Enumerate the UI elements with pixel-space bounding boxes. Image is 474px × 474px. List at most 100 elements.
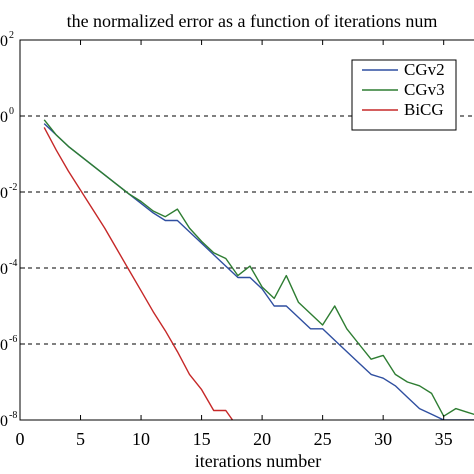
data-point-cgv3 [44,119,45,120]
data-point-cgv3 [140,201,141,202]
data-point-bicg [128,269,129,270]
x-tick-label: 25 [314,429,332,449]
data-point-cgv3 [189,228,190,229]
data-point-cgv3 [346,328,347,329]
y-tick-label-group: 100 [0,106,14,126]
data-point-bicg [92,209,93,210]
data-point-cgv3 [92,165,93,166]
data-point-bicg [56,150,57,151]
data-point-cgv3 [225,258,226,259]
data-point-cgv2 [383,378,384,379]
y-tick-label: -6 [9,334,17,345]
data-point-bicg [68,171,69,172]
y-tick-label: -2 [9,182,17,193]
data-point-bicg [177,351,178,352]
series-line-cgv2 [43,123,474,420]
series-line-bicg [43,127,234,420]
data-point-cgv3 [467,412,468,413]
data-point-bicg [225,410,226,411]
data-point-cgv2 [286,305,287,306]
data-point-cgv3 [128,193,129,194]
data-point-cgv2 [153,212,154,213]
data-point-bicg [201,389,202,390]
x-tick-label: 15 [193,429,211,449]
y-tick-base: 10 [0,33,8,50]
data-point-bicg [44,127,45,128]
data-point-bicg [140,290,141,291]
data-point-cgv2 [177,220,178,221]
data-point-cgv3 [104,174,105,175]
data-point-cgv2 [395,385,396,386]
data-point-cgv2 [165,220,166,221]
data-point-cgv3 [80,155,81,156]
y-tick-label-group: 10-8 [0,410,17,430]
data-point-cgv2 [44,123,45,124]
grid-lines [20,115,474,345]
data-point-cgv3 [310,313,311,314]
data-point-cgv3 [334,305,335,306]
data-point-cgv3 [262,286,263,287]
x-tick-label: 30 [374,429,392,449]
series-line-cgv3 [43,119,474,417]
data-point-cgv2 [249,277,250,278]
y-tick-label: 0 [9,106,14,117]
legend-label-bicg: BiCG [404,100,444,119]
data-point-bicg [165,330,166,331]
data-point-cgv2 [225,266,226,267]
legend-label-cgv2: CGv2 [404,60,445,79]
data-point-cgv3 [455,408,456,409]
data-point-cgv3 [153,210,154,211]
y-tick-label-group: 10-6 [0,334,17,354]
data-point-bicg [237,427,238,428]
data-point-cgv3 [68,146,69,147]
y-tick-base: 10 [0,185,8,202]
chart-title: the normalized error as a function of it… [67,11,438,31]
data-point-cgv3 [116,184,117,185]
data-point-cgv3 [395,374,396,375]
data-point-cgv2 [140,203,141,204]
data-point-cgv2 [310,328,311,329]
data-point-cgv3 [431,393,432,394]
y-tick-label-group: 10-2 [0,182,17,202]
data-point-bicg [153,311,154,312]
data-point-cgv2 [298,317,299,318]
x-tick-label: 35 [435,429,453,449]
y-tick-label: -8 [9,410,17,421]
data-point-cgv2 [370,374,371,375]
y-tick-base: 10 [0,261,8,278]
x-tick-label: 5 [76,429,85,449]
y-tick-labels: 10-810-610-410-2100102 [0,30,17,430]
data-point-cgv3 [165,216,166,217]
data-point-cgv3 [237,275,238,276]
x-tick-label: 10 [132,429,150,449]
data-point-cgv2 [431,414,432,415]
legend-box [351,59,457,131]
data-point-cgv3 [56,134,57,135]
axis-ticks [19,39,445,421]
data-point-cgv2 [407,397,408,398]
series-layer [43,119,474,428]
data-point-cgv2 [346,351,347,352]
x-tick-label: 0 [16,429,25,449]
y-tick-base: 10 [0,109,8,126]
data-point-cgv2 [262,288,263,289]
y-tick-base: 10 [0,337,8,354]
data-point-cgv2 [189,231,190,232]
data-point-bicg [104,228,105,229]
data-point-cgv3 [177,209,178,210]
data-point-cgv3 [249,266,250,267]
y-tick-label-group: 102 [0,30,14,50]
data-point-cgv3 [274,298,275,299]
data-point-cgv3 [407,381,408,382]
data-point-cgv2 [213,254,214,255]
data-point-bicg [213,410,214,411]
data-point-cgv3 [358,343,359,344]
y-tick-label: 2 [9,30,14,41]
x-tick-labels: 0 5 10 15 20 25 30 35 [16,429,453,449]
data-point-cgv3 [298,302,299,303]
y-tick-base: 10 [0,413,8,430]
data-point-cgv3 [322,324,323,325]
data-point-cgv3 [419,385,420,386]
